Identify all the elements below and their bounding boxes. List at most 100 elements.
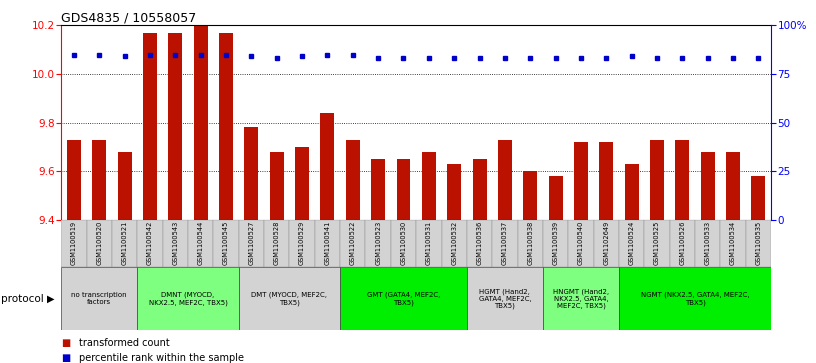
Bar [416,220,441,267]
Text: GSM1100542: GSM1100542 [147,221,153,265]
Bar [244,127,259,220]
Text: GSM1100545: GSM1100545 [223,221,229,265]
Text: GSM1100527: GSM1100527 [248,221,255,265]
Bar [238,267,340,330]
Bar [472,159,486,220]
Bar [574,142,588,220]
Text: ■: ■ [61,352,70,363]
Bar [397,159,410,220]
Text: GSM1100519: GSM1100519 [71,221,77,265]
Bar [441,220,467,267]
Text: GSM1100534: GSM1100534 [730,221,736,265]
Bar [137,267,238,330]
Bar [619,267,771,330]
Bar [346,139,360,220]
Text: ■: ■ [61,338,70,348]
Bar [112,220,137,267]
Bar [162,220,188,267]
Bar [746,220,771,267]
Text: GSM1102649: GSM1102649 [603,221,610,265]
Text: DMNT (MYOCD,
NKX2.5, MEF2C, TBX5): DMNT (MYOCD, NKX2.5, MEF2C, TBX5) [149,291,228,306]
Text: GSM1100530: GSM1100530 [401,221,406,265]
Bar [61,267,137,330]
Bar [726,152,740,220]
Bar [650,139,664,220]
Bar [340,267,467,330]
Text: no transcription
factors: no transcription factors [72,292,127,305]
Bar [619,220,645,267]
Text: HNGMT (Hand2,
NKX2.5, GATA4,
MEF2C, TBX5): HNGMT (Hand2, NKX2.5, GATA4, MEF2C, TBX5… [553,288,609,309]
Bar [67,139,81,220]
Bar [118,152,131,220]
Bar [321,113,335,220]
Text: GSM1100532: GSM1100532 [451,221,457,265]
Bar [548,176,562,220]
Bar [645,220,670,267]
Text: GSM1100540: GSM1100540 [578,221,584,265]
Text: GSM1100531: GSM1100531 [426,221,432,265]
Text: GSM1100539: GSM1100539 [552,221,559,265]
Text: GSM1100521: GSM1100521 [122,221,127,265]
Bar [213,220,238,267]
Text: GSM1100533: GSM1100533 [705,221,711,265]
Text: GSM1100526: GSM1100526 [680,221,685,265]
Bar [492,220,517,267]
Bar [371,159,385,220]
Text: GSM1100535: GSM1100535 [756,221,761,265]
Text: GSM1100538: GSM1100538 [527,221,533,265]
Bar [92,139,106,220]
Text: HGMT (Hand2,
GATA4, MEF2C,
TBX5): HGMT (Hand2, GATA4, MEF2C, TBX5) [478,288,531,309]
Bar [137,220,162,267]
Bar [168,33,182,220]
Text: GMT (GATA4, MEF2C,
TBX5): GMT (GATA4, MEF2C, TBX5) [367,291,440,306]
Bar [523,171,537,220]
Text: GSM1100525: GSM1100525 [654,221,660,265]
Text: percentile rank within the sample: percentile rank within the sample [79,352,244,363]
Text: GSM1100541: GSM1100541 [325,221,330,265]
Text: GSM1100522: GSM1100522 [350,221,356,265]
Bar [340,220,366,267]
Text: protocol: protocol [1,294,43,303]
Bar [568,220,593,267]
Bar [61,220,86,267]
Bar [721,220,746,267]
Bar [625,164,639,220]
Bar [315,220,340,267]
Text: GSM1100523: GSM1100523 [375,221,381,265]
Bar [517,220,543,267]
Bar [498,139,512,220]
Text: transformed count: transformed count [79,338,170,348]
Bar [270,152,284,220]
Bar [86,220,112,267]
Text: GSM1100543: GSM1100543 [172,221,178,265]
Bar [670,220,695,267]
Text: GSM1100520: GSM1100520 [96,221,102,265]
Bar [219,33,233,220]
Bar [143,33,157,220]
Bar [391,220,416,267]
Text: GSM1100529: GSM1100529 [299,221,305,265]
Text: GDS4835 / 10558057: GDS4835 / 10558057 [61,11,197,24]
Bar [467,220,492,267]
Text: NGMT (NKX2.5, GATA4, MEF2C,
TBX5): NGMT (NKX2.5, GATA4, MEF2C, TBX5) [641,291,749,306]
Bar [264,220,290,267]
Bar [238,220,264,267]
Bar [593,220,619,267]
Bar [676,139,690,220]
Bar [543,267,619,330]
Text: ▶: ▶ [47,294,55,303]
Bar [295,147,309,220]
Bar [599,142,614,220]
Text: GSM1100536: GSM1100536 [477,221,482,265]
Text: GSM1100544: GSM1100544 [197,221,204,265]
Bar [701,152,715,220]
Bar [447,164,461,220]
Text: GSM1100528: GSM1100528 [273,221,280,265]
Bar [467,267,543,330]
Text: GSM1100524: GSM1100524 [628,221,635,265]
Bar [695,220,721,267]
Bar [366,220,391,267]
Bar [290,220,315,267]
Text: GSM1100537: GSM1100537 [502,221,508,265]
Text: DMT (MYOCD, MEF2C,
TBX5): DMT (MYOCD, MEF2C, TBX5) [251,291,327,306]
